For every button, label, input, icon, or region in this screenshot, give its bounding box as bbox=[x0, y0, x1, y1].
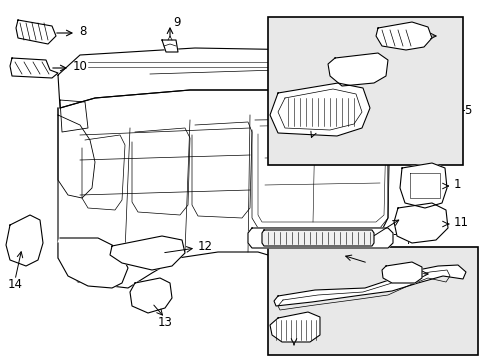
Text: 12: 12 bbox=[198, 239, 213, 252]
Polygon shape bbox=[375, 22, 431, 50]
Text: 10: 10 bbox=[73, 59, 88, 72]
Text: 7: 7 bbox=[441, 27, 448, 41]
Text: 14: 14 bbox=[8, 279, 23, 292]
Text: 2: 2 bbox=[409, 231, 417, 244]
Text: 6: 6 bbox=[290, 343, 297, 356]
Polygon shape bbox=[393, 203, 447, 243]
Polygon shape bbox=[273, 265, 465, 306]
Polygon shape bbox=[269, 312, 319, 342]
Polygon shape bbox=[58, 90, 387, 288]
Polygon shape bbox=[16, 20, 56, 44]
Text: 7: 7 bbox=[433, 266, 441, 279]
Bar bbox=[267, 17, 462, 165]
Text: 13: 13 bbox=[158, 315, 173, 328]
Text: 6: 6 bbox=[304, 138, 311, 150]
Polygon shape bbox=[262, 230, 373, 246]
Bar bbox=[267, 247, 477, 355]
Text: 5: 5 bbox=[463, 104, 470, 117]
Polygon shape bbox=[10, 58, 58, 78]
Polygon shape bbox=[247, 228, 392, 248]
Polygon shape bbox=[58, 48, 381, 108]
Polygon shape bbox=[399, 163, 446, 208]
Polygon shape bbox=[130, 278, 172, 313]
Text: 3: 3 bbox=[403, 210, 410, 222]
Polygon shape bbox=[110, 236, 184, 270]
Polygon shape bbox=[58, 238, 128, 288]
Text: 9: 9 bbox=[173, 15, 180, 28]
Polygon shape bbox=[269, 83, 369, 136]
Polygon shape bbox=[327, 53, 387, 86]
Text: 8: 8 bbox=[79, 24, 86, 37]
Text: 4: 4 bbox=[369, 258, 377, 271]
Polygon shape bbox=[162, 40, 178, 52]
Polygon shape bbox=[6, 215, 43, 266]
Polygon shape bbox=[381, 262, 421, 283]
Text: 11: 11 bbox=[453, 216, 468, 229]
Text: 1: 1 bbox=[453, 177, 461, 190]
